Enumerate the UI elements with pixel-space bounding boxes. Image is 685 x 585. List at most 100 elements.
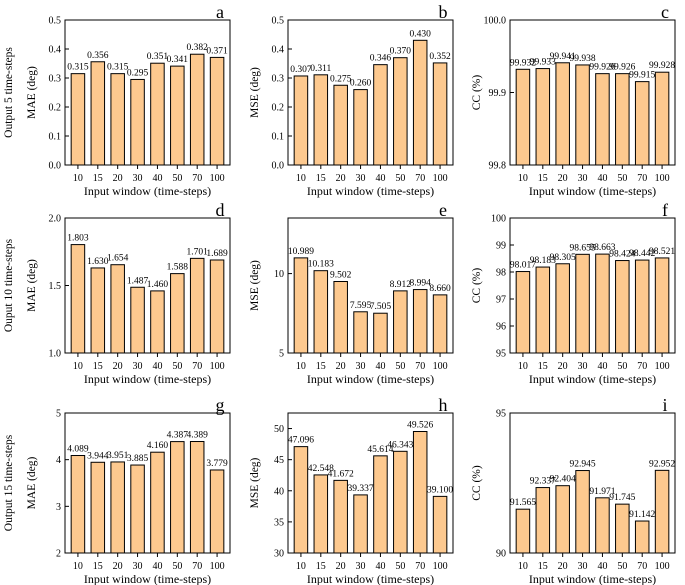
x-tick-label: 20 — [558, 173, 568, 184]
y-tick-label: 95 — [496, 349, 506, 360]
y-axis-label: CC (%) — [471, 75, 483, 111]
data-label: 3.885 — [127, 454, 149, 464]
y-axis-label: MAE (deg) — [26, 259, 38, 312]
x-tick-label: 70 — [637, 561, 647, 572]
bar — [70, 244, 86, 354]
y-axis-label: MAE (deg) — [26, 66, 38, 119]
x-tick-label: 30 — [133, 173, 143, 184]
x-tick-label: 15 — [316, 173, 326, 184]
x-tick-label: 50 — [172, 561, 182, 572]
x-tick-label: 20 — [113, 561, 123, 572]
x-tick-label: 50 — [172, 361, 182, 372]
data-label: 0.315 — [67, 63, 89, 73]
x-tick-label: 70 — [192, 561, 202, 572]
axes-frame — [287, 217, 454, 354]
data-label: 99.938 — [569, 54, 595, 64]
bar — [313, 474, 329, 554]
x-tick-label: 70 — [637, 361, 647, 372]
bar — [170, 65, 185, 166]
x-tick-label: 40 — [597, 173, 607, 184]
data-label: 4.389 — [187, 431, 209, 441]
x-tick-label: 15 — [538, 561, 548, 572]
data-label: 99.915 — [629, 71, 655, 81]
data-label: 98.442 — [629, 249, 655, 259]
panel-letter: i — [662, 395, 667, 415]
y-tick-label: 1.0 — [49, 349, 62, 360]
y-tick-label: 98 — [496, 268, 506, 279]
data-label: 91.142 — [629, 510, 655, 520]
bar — [110, 264, 125, 354]
data-label: 3.951 — [107, 451, 129, 461]
panel-letter: h — [439, 395, 448, 415]
bar — [615, 503, 630, 554]
bar — [333, 84, 348, 166]
data-label: 99.926 — [609, 63, 635, 73]
axes-frame — [64, 19, 231, 166]
y-tick-label: 99 — [496, 241, 506, 252]
bar — [575, 64, 590, 166]
y-tick-label: 100.0 — [484, 16, 507, 27]
x-axis-label: Input window (time-steps) — [307, 572, 434, 585]
y-axis-label: MSE (deg) — [249, 457, 261, 508]
x-axis-label: Input window (time-steps) — [84, 572, 211, 585]
data-label: 0.382 — [187, 43, 209, 53]
x-tick-label: 15 — [93, 173, 103, 184]
axes-frame — [509, 19, 676, 166]
data-label: 99.926 — [589, 63, 615, 73]
data-label: 99.932 — [510, 58, 536, 68]
row-label: Ouput 10 time-steps — [3, 238, 15, 332]
bar — [353, 311, 368, 354]
y-tick-label: 5 — [56, 409, 61, 420]
bar — [130, 286, 145, 354]
panel-h: 47.096 10 42.548 15 41.672 20 39.337 30 45.614 40… — [249, 395, 454, 585]
x-tick-label: 40 — [375, 173, 385, 184]
x-axis-label: Input window (time-steps) — [529, 572, 656, 585]
bar — [654, 469, 670, 554]
data-label: 0.351 — [147, 52, 169, 62]
y-tick-label: 99.9 — [489, 88, 507, 99]
panel-a: 0.315 10 0.356 15 0.315 20 0.295 30 0.351 40 0.341… — [26, 2, 231, 198]
data-label: 98.655 — [569, 243, 595, 253]
data-label: 0.370 — [390, 47, 412, 57]
y-tick-label: 0.2 — [272, 103, 285, 114]
bar — [393, 290, 408, 354]
data-label: 3.779 — [206, 459, 228, 469]
y-tick-label: 90 — [496, 549, 506, 560]
data-label: 0.371 — [206, 46, 228, 56]
x-tick-label: 15 — [538, 361, 548, 372]
y-tick-label: 1.5 — [49, 281, 62, 292]
data-label: 41.672 — [328, 469, 354, 479]
panel-g: 4.089 10 3.944 15 3.951 20 3.885 30 4.160 40 4.387… — [26, 395, 231, 585]
bar — [130, 78, 145, 166]
x-tick-label: 15 — [538, 173, 548, 184]
x-tick-label: 50 — [617, 173, 627, 184]
y-tick-label: 45 — [274, 455, 284, 466]
data-label: 1.588 — [167, 263, 189, 273]
data-label: 4.160 — [147, 441, 169, 451]
y-tick-label: 96 — [496, 322, 506, 333]
data-label: 45.614 — [367, 445, 393, 455]
data-label: 0.346 — [370, 54, 392, 64]
bar — [313, 270, 329, 354]
x-tick-label: 20 — [336, 361, 346, 372]
x-tick-label: 30 — [356, 173, 366, 184]
y-tick-label: 0.3 — [49, 74, 62, 85]
y-tick-label: 0.3 — [272, 74, 285, 85]
y-tick-label: 0.0 — [49, 161, 62, 172]
bar — [555, 263, 570, 354]
bar — [634, 520, 650, 554]
data-label: 92.945 — [569, 460, 595, 470]
y-tick-label: 99.8 — [489, 161, 507, 172]
data-label: 4.089 — [67, 445, 89, 455]
data-label: 99.941 — [550, 52, 576, 62]
data-label: 0.295 — [127, 68, 149, 78]
x-tick-label: 30 — [356, 561, 366, 572]
data-label: 1.487 — [127, 276, 149, 286]
bar — [353, 494, 368, 554]
data-label: 0.260 — [350, 79, 372, 89]
bar — [110, 461, 125, 554]
data-label: 39.100 — [427, 485, 453, 495]
y-tick-label: 5 — [279, 349, 284, 360]
x-axis-label: Input window (time-steps) — [529, 184, 656, 198]
